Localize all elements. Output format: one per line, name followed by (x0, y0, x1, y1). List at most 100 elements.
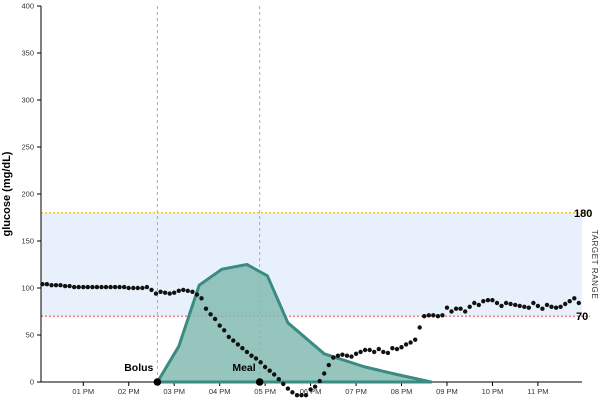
glucose-point (331, 355, 336, 360)
glucose-point (340, 352, 345, 357)
x-tick-label: 08 PM (391, 387, 413, 396)
glucose-point (62, 283, 68, 289)
glucose-point (131, 285, 136, 291)
glucose-point (376, 346, 381, 352)
glucose-point (285, 386, 291, 391)
glucose-point (162, 290, 168, 295)
glucose-point (535, 303, 541, 309)
glucose-point (85, 284, 91, 290)
glucose-point (222, 328, 227, 333)
glucose-point (108, 284, 113, 290)
glucose-point (435, 314, 441, 319)
glucose-point (312, 384, 318, 389)
glucose-point (94, 284, 100, 290)
glucose-point (422, 314, 427, 319)
y-tick-label: 300 (21, 96, 34, 105)
glucose-point (394, 346, 400, 352)
glucose-point (67, 283, 72, 289)
glucose-point (158, 289, 163, 294)
target-range-band (41, 212, 582, 317)
glucose-point (90, 284, 95, 290)
glucose-point (449, 309, 454, 314)
x-tick-label: 05 PM (254, 387, 276, 396)
glucose-point (426, 313, 431, 318)
x-tick-label: 03 PM (163, 387, 185, 396)
glucose-point (572, 296, 577, 301)
glucose-point (476, 302, 481, 308)
x-tick-label: 11 PM (527, 387, 548, 396)
x-tick-label: 02 PM (118, 387, 140, 396)
y-tick-label: 0 (30, 378, 34, 387)
target-low-label: 70 (576, 311, 588, 323)
glucose-point (322, 371, 327, 376)
glucose-point (513, 302, 518, 308)
glucose-point (463, 309, 468, 314)
glucose-point (440, 313, 445, 318)
glucose-point (199, 296, 204, 301)
glucose-point (122, 284, 127, 290)
glucose-point (494, 300, 500, 306)
glucose-point (99, 284, 104, 290)
glucose-point (72, 284, 77, 290)
glucose-point (403, 342, 409, 347)
glucose-point (140, 285, 145, 291)
glucose-point (272, 372, 277, 377)
x-tick-label: 04 PM (209, 387, 231, 396)
glucose-point (335, 353, 341, 358)
glucose-point (349, 354, 354, 359)
glucose-point (444, 305, 450, 310)
glucose-point (76, 284, 81, 290)
glucose-point (208, 312, 213, 317)
y-tick-label: 350 (21, 49, 34, 58)
glucose-point (103, 284, 109, 290)
glucose-point (408, 340, 413, 345)
y-axis-label: glucose (mg/dL) (1, 151, 13, 236)
glucose-point (481, 299, 486, 304)
glucose-point (231, 338, 236, 343)
glucose-point (294, 393, 300, 398)
glucose-point (149, 287, 154, 293)
glucose-point (503, 300, 509, 306)
glucose-point (367, 347, 372, 353)
y-tick-label: 50 (26, 331, 34, 340)
glucose-point (281, 381, 286, 387)
glucose-point (563, 301, 568, 307)
glucose-point (226, 334, 231, 340)
glucose-point (576, 300, 581, 306)
glucose-point (558, 304, 563, 309)
glucose-point (135, 285, 140, 291)
glucose-point (44, 282, 50, 287)
glucose-point (413, 337, 418, 342)
y-tick-label: 250 (21, 143, 34, 152)
glucose-point (212, 316, 218, 322)
glucose-point (249, 353, 254, 358)
glucose-point (317, 378, 322, 384)
glucose-point (117, 284, 122, 290)
y-tick-label: 400 (21, 2, 34, 11)
glucose-point (185, 288, 190, 293)
glucose-point (385, 350, 391, 356)
event-label-meal: Meal (232, 362, 255, 374)
event-marker-meal (255, 378, 264, 386)
glucose-point (417, 325, 422, 330)
y-tick-label: 100 (21, 284, 34, 293)
glucose-point (567, 299, 572, 304)
glucose-point (399, 345, 404, 350)
glucose-point (472, 300, 477, 306)
glucose-point (526, 305, 531, 310)
glucose-point (176, 288, 181, 293)
x-tick-label: 10 PM (482, 387, 504, 396)
glucose-point (49, 283, 54, 288)
glucose-point (431, 313, 436, 318)
glucose-point (353, 351, 359, 356)
glucose-point (458, 306, 463, 311)
glucose-point (362, 347, 368, 353)
glucose-point (326, 362, 331, 368)
glucose-point (490, 298, 495, 303)
glucose-point (203, 306, 209, 311)
glucose-point (390, 346, 395, 351)
glucose-point (499, 303, 504, 309)
glucose-layer (40, 282, 581, 398)
labels-layer: Bolus Meal 180 70 TARGET RANGE (124, 208, 599, 386)
glucose-point (276, 377, 281, 382)
